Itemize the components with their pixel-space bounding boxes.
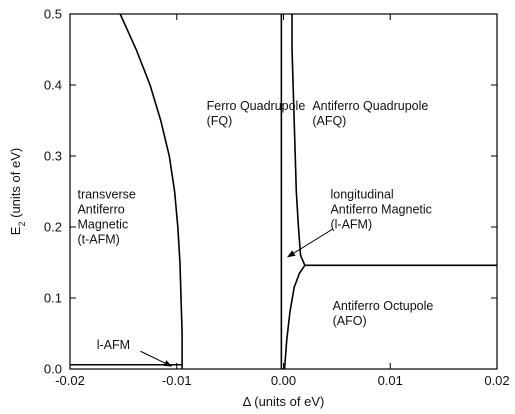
region-label-line: Antiferro Magnetic: [330, 203, 431, 217]
x-axis-title: Δ (units of eV): [243, 394, 325, 409]
y-tick-label: 0.4: [44, 78, 62, 93]
region-label-afq: Antiferro Quadrupole (AFQ): [312, 99, 428, 128]
ticks-layer: -0.02 -0.01 0.00 0.01 0.02 0.0 0.1 0.2 0.3 0.4 0.5: [44, 7, 510, 389]
region-label-line: Antiferro: [77, 203, 124, 217]
region-label-line: transverse: [77, 188, 135, 202]
region-label-fq: Ferro Quadrupole (FQ): [207, 99, 306, 128]
y-tick-label: 0.5: [44, 7, 62, 22]
arrow-lafm: [287, 228, 333, 258]
region-label-line: Antiferro Octupole: [333, 299, 434, 313]
boundary-lines-layer: [70, 13, 497, 370]
plot-frame: [69, 13, 498, 370]
x-tick-label: 0.01: [378, 373, 403, 388]
y-tick-label: 0.2: [44, 220, 62, 235]
region-label-line: longitudinal: [330, 188, 393, 202]
fq-tafm-boundary-line: [119, 13, 183, 369]
region-label-line: (AFQ): [312, 114, 346, 128]
region-label-line: l-AFM: [97, 338, 130, 352]
arrow-lafm-small: [140, 350, 173, 367]
x-tick-label: 0.00: [271, 373, 296, 388]
region-label-line: (t-AFM): [77, 233, 119, 247]
region-label-line: (AFO): [333, 314, 367, 328]
region-label-line: Ferro Quadrupole: [207, 99, 306, 113]
region-label-tafm: transverse Antiferro Magnetic (t-AFM): [77, 188, 135, 247]
y-axis-title: E2 (units of eV): [8, 148, 27, 235]
y-tick-label: 0.1: [44, 291, 62, 306]
region-label-line: Magnetic: [77, 218, 128, 232]
region-label-line: (FQ): [207, 114, 233, 128]
x-tick-label: 0.02: [484, 373, 509, 388]
region-label-lafm-small: l-AFM: [97, 338, 130, 352]
lafm-right-boundary-line: [291, 14, 306, 266]
region-label-line: (l-AFM): [330, 218, 372, 232]
region-label-lafm: longitudinal Antiferro Magnetic (l-AFM): [330, 188, 431, 232]
x-tick-label: -0.02: [55, 373, 85, 388]
y-tick-label: 0.0: [44, 362, 62, 377]
region-labels-layer: Ferro Quadrupole (FQ)Antiferro Quadrupole…: [77, 99, 433, 352]
region-label-afo: Antiferro Octupole (AFO): [333, 299, 434, 328]
y-tick-label: 0.3: [44, 149, 62, 164]
x-tick-label: -0.01: [162, 373, 192, 388]
afo-left-boundary-line: [283, 264, 306, 370]
region-label-line: Antiferro Quadrupole: [312, 99, 428, 113]
